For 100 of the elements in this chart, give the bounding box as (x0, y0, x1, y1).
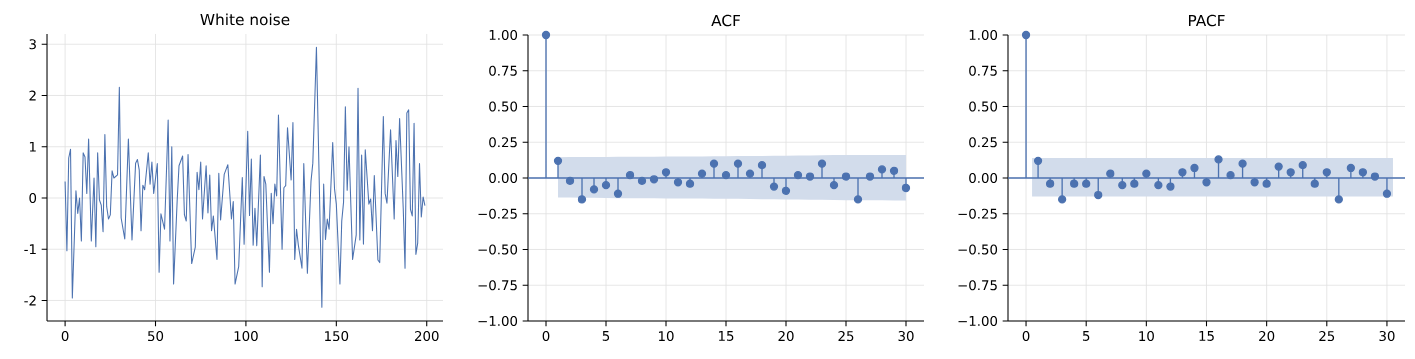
y-tick-label: −0.25 (958, 208, 997, 219)
y-tick-label: 0.50 (969, 101, 998, 112)
point (901, 183, 911, 193)
y-tick-label: −1.00 (958, 315, 998, 327)
y-tick-label: 0.00 (969, 172, 998, 184)
point (1021, 30, 1031, 40)
x-tick-label: 10 (658, 331, 674, 342)
point (1033, 156, 1043, 165)
y-tick-label: 1 (29, 141, 36, 152)
point (601, 181, 611, 190)
y-tick-label: −0.75 (958, 280, 997, 291)
point (853, 195, 863, 204)
point (661, 168, 671, 177)
point (817, 159, 827, 168)
x-tick-label: 200 (414, 331, 439, 342)
point (697, 169, 707, 178)
y-tick-label: −1.00 (478, 315, 518, 327)
x-tick-label: 0 (61, 331, 69, 342)
point (1250, 178, 1259, 187)
x-tick-label: 5 (602, 331, 610, 341)
point (1178, 168, 1187, 177)
point (1082, 179, 1091, 188)
y-tick-label: −0.25 (478, 208, 517, 219)
y-tick-label: -1 (24, 244, 36, 255)
y-tick-label: −0.75 (478, 280, 517, 291)
point (553, 156, 563, 165)
y-tick-label: 1.00 (489, 29, 518, 41)
point (1045, 179, 1055, 188)
point (733, 159, 743, 168)
y-tick-label: 2 (29, 90, 36, 101)
point (613, 189, 623, 198)
y-tick-label: 3 (29, 39, 36, 50)
x-tick-label: 10 (1139, 331, 1154, 342)
point (1322, 168, 1331, 177)
point (1370, 172, 1380, 181)
y-tick-label: -2 (24, 295, 36, 306)
point (1154, 181, 1163, 190)
x-tick-label: 0 (542, 331, 550, 342)
y-tick-label: 0.75 (489, 65, 517, 76)
x-tick-label: 100 (234, 331, 258, 342)
chart-title: ACF (711, 14, 740, 27)
point (889, 166, 899, 175)
point (1310, 179, 1319, 188)
x-tick-label: 30 (898, 331, 914, 342)
point (1358, 168, 1368, 177)
point (709, 159, 719, 168)
point (1058, 195, 1067, 204)
point (1334, 195, 1343, 204)
point (1106, 169, 1115, 178)
point (1166, 182, 1175, 191)
x-tick-label: 20 (778, 331, 794, 342)
point (1094, 191, 1103, 200)
point (649, 175, 659, 184)
x-tick-label: 15 (1199, 331, 1214, 341)
point (1214, 155, 1223, 164)
y-tick-label: −0.50 (958, 244, 998, 255)
y-tick-label: 0.50 (489, 101, 518, 112)
x-tick-label: 150 (325, 331, 349, 342)
y-tick-label: 0.25 (489, 137, 517, 148)
point (745, 169, 755, 178)
point (685, 179, 695, 188)
x-tick-label: 20 (1259, 331, 1275, 342)
point (757, 160, 767, 170)
point (721, 170, 731, 180)
y-tick-label: 1.00 (969, 29, 998, 41)
point (1262, 179, 1271, 188)
x-tick-label: 15 (718, 331, 734, 341)
point (589, 185, 599, 194)
point (841, 172, 851, 181)
x-tick-label: 5 (1082, 331, 1090, 341)
chart-title: PACF (1189, 14, 1225, 27)
point (865, 172, 875, 181)
point (781, 186, 791, 195)
y-tick-label: 0.00 (489, 172, 518, 184)
point (673, 178, 683, 187)
point (1226, 170, 1235, 180)
x-tick-label: 25 (1319, 331, 1335, 342)
x-tick-label: 50 (148, 331, 164, 342)
point (577, 195, 587, 204)
point (1070, 179, 1079, 188)
point (1142, 169, 1151, 178)
point (565, 176, 575, 185)
point (1238, 159, 1247, 168)
point (805, 172, 815, 181)
y-tick-label: 0.25 (969, 137, 997, 148)
point (637, 176, 647, 185)
point (1190, 163, 1199, 173)
y-tick-label: 0.75 (969, 65, 997, 76)
x-tick-label: 30 (1379, 331, 1395, 342)
point (769, 182, 779, 191)
point (1298, 160, 1307, 170)
point (541, 30, 551, 40)
point (829, 181, 839, 190)
point (1382, 189, 1392, 198)
point (1118, 181, 1127, 190)
line-series (64, 46, 426, 308)
chart-title: White noise (200, 13, 290, 26)
point (1286, 168, 1295, 177)
x-tick-label: 25 (838, 331, 854, 342)
point (1274, 162, 1283, 171)
